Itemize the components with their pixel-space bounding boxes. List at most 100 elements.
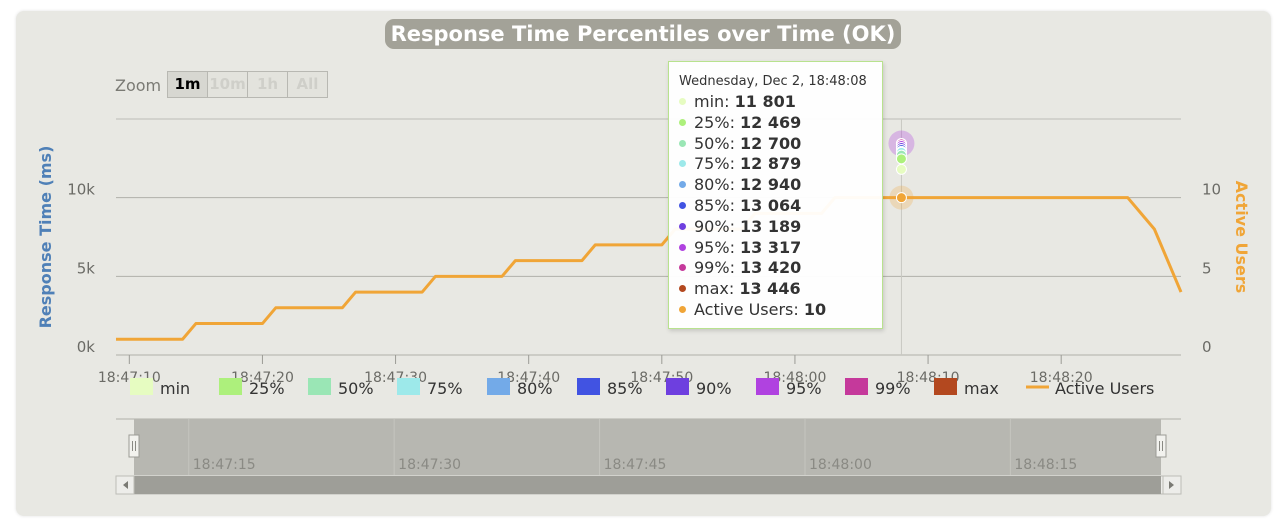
tooltip-series-name: max xyxy=(694,279,729,299)
tooltip-series-name: 90% xyxy=(694,216,730,236)
zoom-1h-button[interactable]: 1h xyxy=(247,71,288,98)
legend-label: 95% xyxy=(786,379,822,398)
legend-label: 85% xyxy=(607,379,643,398)
zoom-label: Zoom xyxy=(115,76,162,95)
x-tick-label: 18:47:40 xyxy=(497,370,560,386)
tooltip-series-value: 12 469 xyxy=(740,112,802,132)
tooltip-series-name: 95% xyxy=(694,237,730,257)
tooltip-series-value: 11 801 xyxy=(734,92,796,111)
tooltip-series-dot xyxy=(679,118,686,126)
legend-swatch xyxy=(756,378,779,395)
tooltip-series-value: 13 317 xyxy=(740,237,802,257)
navigator-tick-label: 18:48:15 xyxy=(1014,457,1077,473)
legend-label: 90% xyxy=(696,379,732,398)
navigator-tick-label: 18:47:15 xyxy=(193,457,256,473)
percentile-point xyxy=(895,153,907,165)
tooltip-row: max: 13 446 xyxy=(679,279,882,300)
tooltip-header: Wednesday, Dec 2, 18:48:08 xyxy=(679,74,867,89)
tooltip-series-name: min xyxy=(694,92,725,111)
legend-swatch xyxy=(845,378,868,395)
zoom-1m-button[interactable]: 1m xyxy=(167,71,208,98)
tooltip-series-name: 75% xyxy=(694,154,730,174)
zoom-all-button[interactable]: All xyxy=(287,71,328,98)
tooltip-series-dot xyxy=(679,160,686,168)
x-tick-label: 18:48:00 xyxy=(763,370,826,386)
tooltip-series-name: 85% xyxy=(694,195,730,215)
legend-label: 25% xyxy=(249,379,285,398)
tooltip-rows: min: 11 801 25%: 12 469 50%: 12 700 75%: 12… xyxy=(679,92,882,321)
tooltip-row: 25%: 12 469 xyxy=(679,113,882,134)
y-axis-title: Response Time (ms) xyxy=(36,146,55,329)
tooltip-row: min: 11 801 xyxy=(679,92,882,113)
chart-title: Response Time Percentiles over Time (OK) xyxy=(385,19,901,49)
legend-label: 80% xyxy=(517,379,553,398)
active-users-line xyxy=(116,196,1183,341)
tooltip-series-value: 12 700 xyxy=(740,133,802,153)
y2-tick-label: 0 xyxy=(1202,338,1212,356)
percentile-point xyxy=(895,163,907,175)
tooltip-series-value: 13 189 xyxy=(740,216,802,236)
tooltip: Wednesday, Dec 2, 18:48:08 min: 11 801 25… xyxy=(668,61,883,329)
legend-swatch xyxy=(130,378,153,395)
navigator-handle xyxy=(128,434,140,458)
navigator-tick-label: 18:47:30 xyxy=(398,457,461,473)
y2-tick-label: 10 xyxy=(1202,181,1221,199)
legend-label: 50% xyxy=(338,379,374,398)
scroll-right-arrow-icon xyxy=(1169,481,1174,489)
tooltip-series-value: 13 064 xyxy=(740,195,802,215)
scroll-left-arrow-icon xyxy=(123,481,128,489)
tooltip-series-dot xyxy=(679,222,686,230)
zoom-button-group: 1m 10m 1h All xyxy=(167,71,328,98)
tooltip-series-value: 13 420 xyxy=(740,258,802,278)
tooltip-series-dot xyxy=(679,98,686,105)
tooltip-series-value: 12 940 xyxy=(740,175,802,195)
legend-swatch xyxy=(397,378,420,395)
tooltip-separator: : xyxy=(729,112,741,132)
tooltip-series-dot xyxy=(679,285,686,293)
y-tick-label: 10k xyxy=(67,181,95,199)
tooltip-row: 85%: 13 064 xyxy=(679,196,882,217)
legend-label: 99% xyxy=(875,379,911,398)
tooltip-separator: : xyxy=(729,133,741,153)
tooltip-series-dot xyxy=(679,305,686,313)
tooltip-separator: : xyxy=(729,258,741,278)
y-tick-label: 0k xyxy=(77,338,96,356)
active-users-point xyxy=(895,192,907,204)
tooltip-row: 50%: 12 700 xyxy=(679,134,882,155)
x-tick-label: 18:47:20 xyxy=(231,370,294,386)
legend-label: min xyxy=(160,379,190,398)
tooltip-series-name: 50% xyxy=(694,133,730,153)
legend-swatch xyxy=(666,378,689,395)
tooltip-series-dot xyxy=(679,264,686,272)
tooltip-series-value: 12 879 xyxy=(740,154,802,174)
tooltip-series-dot xyxy=(679,139,686,147)
zoom-10m-button[interactable]: 10m xyxy=(207,71,248,98)
tooltip-separator: : xyxy=(724,92,735,111)
legend-label: 75% xyxy=(427,379,463,398)
y2-tick-label: 5 xyxy=(1202,259,1212,277)
tooltip-separator: : xyxy=(729,237,741,257)
tooltip-series-name: Active Users xyxy=(694,299,794,319)
navigator-tick-label: 18:48:00 xyxy=(809,457,872,473)
tooltip-series-name: 99% xyxy=(694,258,730,278)
y2-axis-title: Active Users xyxy=(1232,181,1251,294)
tooltip-row: 75%: 12 879 xyxy=(679,154,882,175)
legend-swatch xyxy=(487,378,510,395)
tooltip-row: 80%: 12 940 xyxy=(679,175,882,196)
tooltip-row: 95%: 13 317 xyxy=(679,238,882,259)
tooltip-separator: : xyxy=(728,279,740,299)
scrollbar-thumb xyxy=(134,476,1161,494)
tooltip-row: 99%: 13 420 xyxy=(679,258,882,279)
tooltip-row: Active Users: 10 xyxy=(679,300,882,321)
y-tick-label: 5k xyxy=(77,259,96,277)
navigator-tick-label: 18:47:45 xyxy=(604,457,667,473)
tooltip-series-value: 13 446 xyxy=(739,279,801,299)
tooltip-series-dot xyxy=(679,243,686,251)
x-tick-label: 18:48:20 xyxy=(1030,370,1093,386)
legend-label: Active Users xyxy=(1055,379,1154,398)
tooltip-separator: : xyxy=(729,175,741,195)
tooltip-separator: : xyxy=(729,216,741,236)
tooltip-separator: : xyxy=(793,299,804,319)
navigator-handle xyxy=(1155,434,1167,458)
tooltip-series-dot xyxy=(679,181,686,189)
